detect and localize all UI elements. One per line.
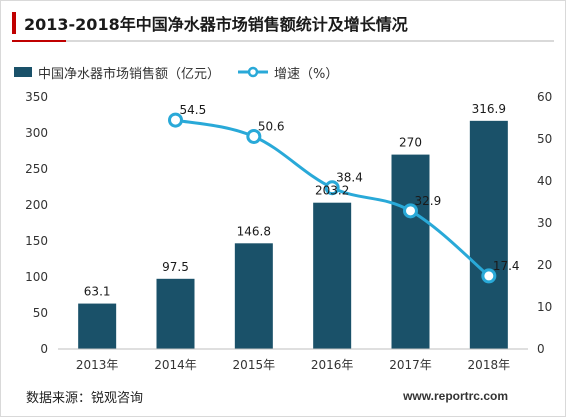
y-left-tick-label: 200 [25, 198, 48, 212]
chart-title: 2013-2018年中国净水器市场销售额统计及增长情况 [24, 15, 408, 34]
source-note: 数据来源：锐观咨询 [26, 391, 144, 406]
bar-value-label: 97.5 [162, 260, 189, 274]
bar [313, 202, 352, 349]
legend-line-swatch [238, 66, 269, 78]
x-tick-label: 2018年 [468, 358, 511, 372]
legend-label-growth: 增速（%） [274, 66, 339, 82]
watermark-url: www.reportrc.com [403, 389, 508, 403]
y-left-tick-label: 0 [40, 342, 48, 356]
y-left-tick-label: 250 [25, 162, 48, 176]
bar-value-label: 270 [399, 136, 422, 150]
bar-value-label: 63.1 [84, 285, 111, 299]
bar [234, 243, 273, 349]
title-underline [12, 40, 554, 42]
y-right-tick-label: 30 [537, 216, 552, 230]
bar [78, 303, 117, 349]
bar [469, 120, 508, 349]
x-tick-label: 2015年 [233, 358, 276, 372]
growth-point [481, 268, 497, 284]
growth-value-label: 54.5 [180, 103, 207, 117]
growth-point [324, 180, 340, 196]
y-left-tick-label: 300 [25, 126, 48, 140]
y-left-tick-label: 100 [25, 270, 48, 284]
legend: 中国净水器市场销售额（亿元） 增速（%） [14, 63, 356, 82]
y-right-tick-label: 50 [537, 132, 552, 146]
legend-label-sales: 中国净水器市场销售额（亿元） [38, 66, 221, 82]
y-right-tick-label: 40 [537, 174, 552, 188]
legend-item-sales: 中国净水器市场销售额（亿元） [14, 63, 220, 82]
growth-value-label: 50.6 [258, 119, 285, 133]
x-tick-label: 2013年 [76, 358, 119, 372]
growth-value-label: 32.9 [415, 194, 442, 208]
x-tick-label: 2017年 [389, 358, 432, 372]
y-right-tick-label: 0 [537, 342, 545, 356]
growth-value-label: 38.4 [336, 171, 363, 185]
bar-value-label: 316.9 [472, 102, 506, 116]
growth-point [246, 128, 262, 144]
title-accent-bar [12, 12, 16, 34]
growth-point [403, 203, 418, 219]
bar [391, 154, 430, 349]
bar [156, 278, 195, 349]
x-tick-label: 2014年 [154, 358, 197, 372]
y-left-tick-label: 150 [25, 234, 48, 248]
x-tick-label: 2016年 [311, 358, 354, 372]
y-right-tick-label: 20 [537, 258, 552, 272]
bar-value-label: 203.2 [315, 184, 349, 198]
y-left-tick-label: 350 [25, 90, 48, 104]
growth-value-label: 17.4 [493, 259, 520, 273]
y-right-tick-label: 10 [537, 300, 552, 314]
y-right-tick-label: 60 [537, 90, 552, 104]
legend-item-growth: 增速（%） [238, 63, 338, 82]
y-left-tick-label: 50 [33, 306, 48, 320]
legend-bar-swatch [14, 67, 32, 77]
growth-point [168, 112, 183, 128]
bar-value-label: 146.8 [237, 224, 271, 238]
